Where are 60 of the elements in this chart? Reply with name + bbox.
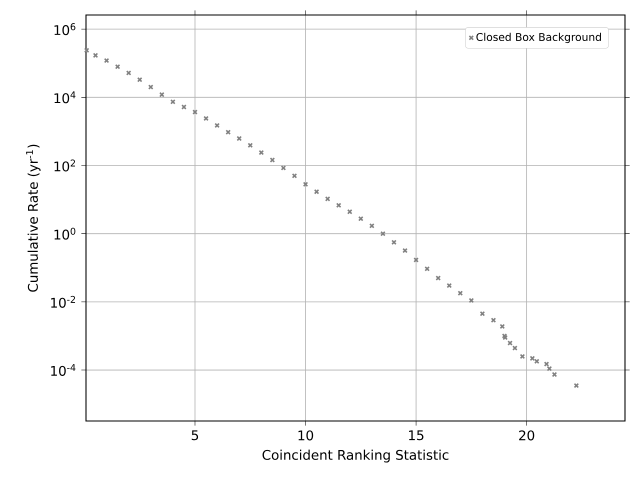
point — [391, 240, 397, 245]
point — [248, 142, 253, 148]
point — [236, 136, 242, 142]
y-tick-label: 10$^{-2}$ — [51, 296, 76, 308]
point — [225, 129, 231, 135]
point — [574, 382, 580, 388]
point — [214, 122, 220, 128]
point — [192, 109, 198, 115]
point — [126, 70, 132, 76]
point — [114, 64, 120, 70]
point — [552, 372, 558, 378]
point — [92, 52, 98, 58]
point — [270, 157, 276, 163]
y-tick-label: 10$^{6}$ — [54, 23, 76, 36]
x-axis-title: Coincident Ranking Statistic — [262, 450, 448, 463]
x-tick-label: 20 — [519, 430, 534, 440]
point — [468, 298, 474, 304]
x-tick-label: 15 — [409, 430, 424, 440]
x-tick-label: 10 — [298, 430, 314, 440]
point — [358, 216, 364, 222]
point — [84, 48, 90, 53]
point — [530, 356, 536, 362]
point — [148, 84, 154, 90]
y-tick-label: 10$^{2}$ — [54, 160, 76, 172]
y-axis-title: Cumulative Rate (yr$^{-1}$) — [26, 144, 41, 292]
point — [546, 366, 552, 372]
point — [170, 99, 176, 104]
point — [436, 275, 441, 281]
point — [347, 209, 352, 214]
point — [324, 196, 330, 202]
point — [203, 116, 209, 122]
point — [480, 311, 486, 316]
point — [520, 354, 526, 360]
point — [413, 257, 419, 263]
point — [292, 173, 298, 178]
point — [402, 248, 408, 254]
point — [380, 231, 386, 236]
point — [369, 223, 375, 229]
point — [500, 324, 505, 330]
point — [336, 202, 342, 208]
point — [424, 266, 430, 272]
point — [458, 290, 463, 296]
point — [159, 92, 165, 98]
point — [280, 165, 286, 171]
point — [181, 104, 187, 110]
point — [314, 189, 320, 194]
point — [544, 361, 550, 367]
point — [507, 340, 513, 346]
point — [490, 318, 496, 323]
legend-label: Closed Box Background — [476, 32, 601, 44]
point — [512, 345, 518, 351]
x-tick-label: 5 — [192, 430, 198, 440]
y-tick-label: 10$^{4}$ — [54, 91, 76, 104]
point — [258, 150, 264, 156]
point — [302, 182, 308, 188]
point — [104, 58, 110, 64]
point — [446, 282, 452, 288]
point — [137, 76, 142, 82]
y-tick-label: 10$^{-4}$ — [51, 364, 76, 376]
y-tick-label: 10$^{0}$ — [54, 228, 76, 240]
